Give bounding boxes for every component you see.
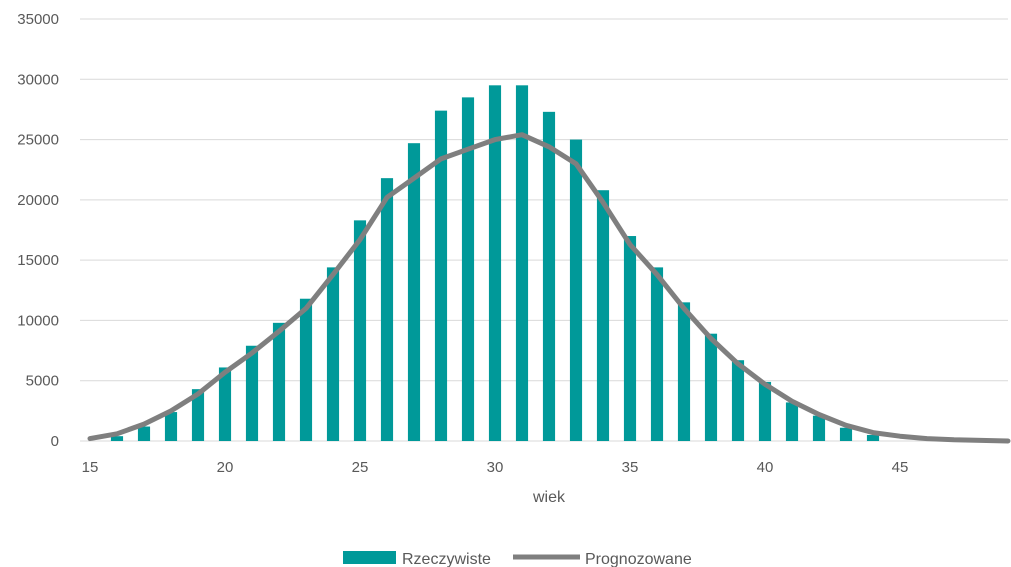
bar-23 [299, 298, 313, 441]
bar-29 [461, 97, 475, 441]
line-series [87, 132, 1011, 444]
bar-30 [488, 85, 502, 442]
y-tick-label-4: 20000 [17, 192, 59, 209]
bar-44 [866, 434, 880, 441]
x-axis-title: wiek [532, 489, 566, 506]
bar-21 [245, 345, 259, 441]
x-tick-label-2: 25 [352, 459, 369, 476]
bar-27 [407, 143, 421, 441]
bar-43 [839, 427, 853, 441]
bar-32 [542, 111, 556, 441]
bar-18 [164, 412, 178, 441]
bar-28 [434, 110, 448, 442]
bar-36 [650, 267, 664, 441]
bar-38 [704, 333, 718, 441]
bar-35 [623, 236, 637, 441]
bar-31 [515, 85, 529, 442]
y-axis-ticks: 0 5000 10000 15000 20000 25000 30000 35000 [17, 11, 59, 450]
y-tick-label-7: 35000 [17, 11, 59, 28]
bar-41 [785, 402, 799, 441]
y-tick-label-2: 10000 [17, 312, 59, 329]
bar-24 [326, 267, 340, 441]
bar-33 [569, 139, 583, 442]
line-prognozowane [87, 132, 1011, 444]
legend-label-prognozowane: Prognozowane [585, 551, 692, 567]
legend-label-rzeczywiste: Rzeczywiste [402, 551, 491, 567]
bar-40 [758, 381, 772, 441]
bar-26 [380, 178, 394, 441]
y-tick-label-3: 15000 [17, 252, 59, 269]
bar-16 [110, 436, 124, 441]
bar-20 [218, 367, 232, 441]
y-tick-label-5: 25000 [17, 132, 59, 149]
bar-19 [191, 389, 205, 441]
x-tick-label-6: 45 [892, 459, 909, 476]
x-tick-label-5: 40 [757, 459, 774, 476]
y-tick-label-6: 30000 [17, 71, 59, 88]
bar-34 [596, 190, 610, 441]
legend-swatch-rzeczywiste [343, 551, 396, 564]
y-tick-label-1: 5000 [26, 373, 59, 390]
bar-17 [137, 426, 151, 441]
x-tick-label-1: 20 [217, 459, 234, 476]
x-tick-label-3: 30 [487, 459, 504, 476]
bar-42 [812, 415, 826, 441]
bar-25 [353, 220, 367, 441]
legend: Rzeczywiste Prognozowane [343, 551, 692, 567]
bar-series [110, 85, 880, 442]
bar-22 [272, 322, 286, 441]
x-tick-label-4: 35 [622, 459, 639, 476]
y-tick-label-0: 0 [51, 433, 59, 450]
x-tick-label-0: 15 [82, 459, 99, 476]
bar-37 [677, 302, 691, 441]
x-axis-ticks: 15 20 25 30 35 40 45 [82, 459, 909, 476]
bar-39 [731, 360, 745, 441]
